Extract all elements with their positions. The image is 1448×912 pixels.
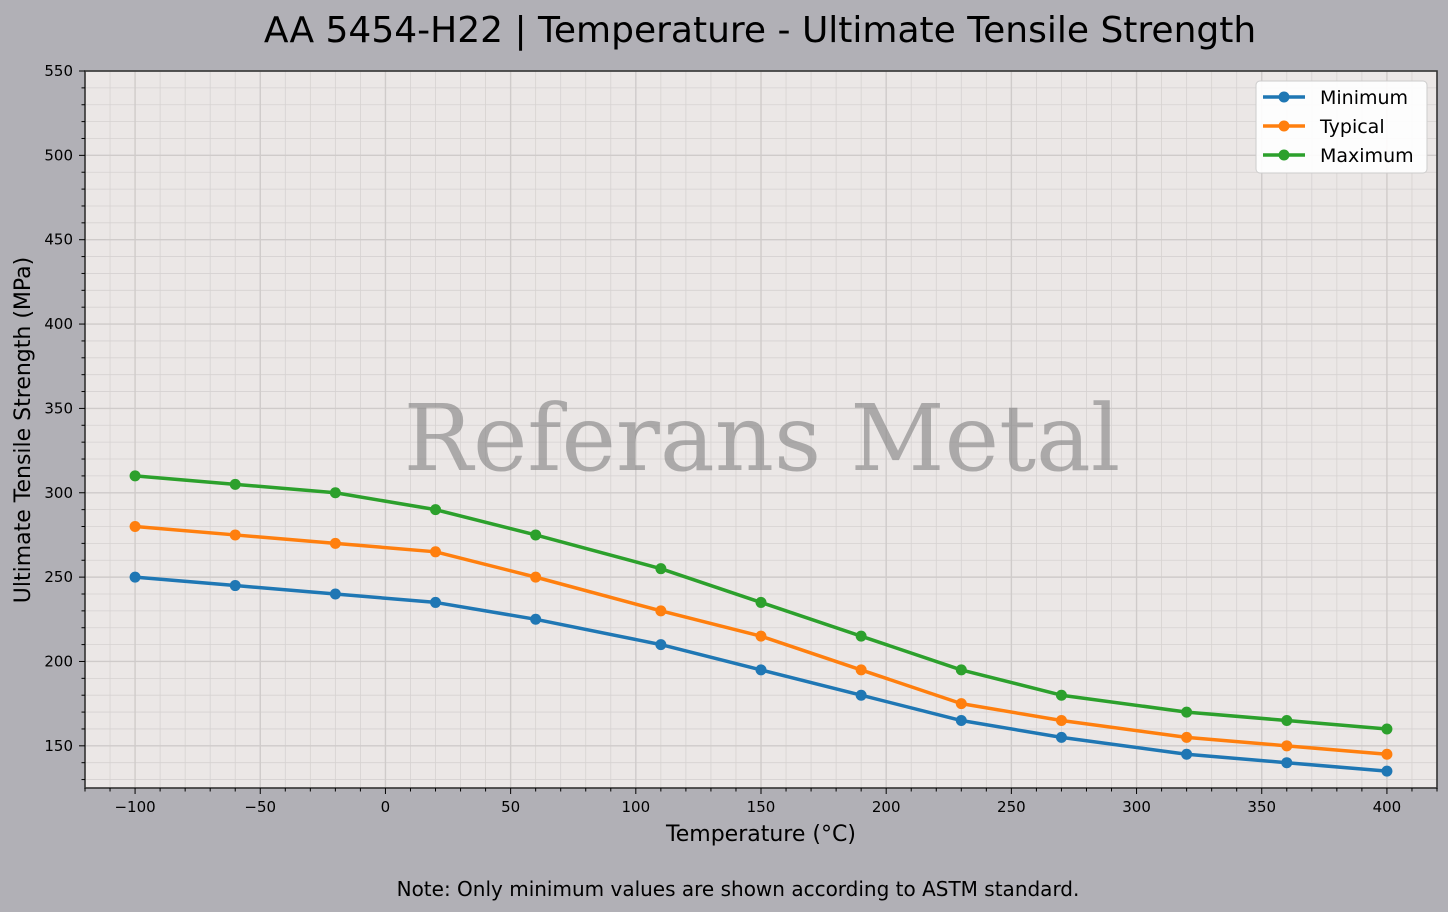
data-point	[1281, 740, 1293, 752]
data-point	[855, 689, 867, 701]
y-tick-label: 250	[44, 568, 73, 586]
series-minimum	[129, 571, 1393, 777]
data-point	[430, 596, 442, 608]
data-point	[129, 521, 141, 533]
data-point	[955, 715, 967, 727]
data-point	[1381, 765, 1393, 777]
x-tick-label: 0	[381, 798, 391, 816]
data-point	[430, 546, 442, 558]
data-point	[1281, 757, 1293, 769]
x-axis-label: Temperature (°C)	[665, 822, 856, 847]
data-point	[755, 630, 767, 642]
footnote: Note: Only minimum values are shown acco…	[397, 877, 1080, 901]
data-point	[655, 605, 667, 617]
x-axis: −100 −50 0 50 100 150 200 250 300 350 400	[84, 788, 1438, 816]
data-point	[1381, 723, 1393, 735]
data-point	[1181, 731, 1193, 743]
data-point	[655, 639, 667, 651]
data-point	[430, 504, 442, 516]
data-point	[855, 664, 867, 676]
x-tick-label: 400	[1373, 798, 1402, 816]
y-tick-label: 550	[44, 62, 73, 80]
watermark: Referans Metal	[404, 385, 1121, 492]
legend: Minimum Typical Maximum	[1255, 80, 1428, 174]
x-tick-label: 50	[501, 798, 520, 816]
data-point	[1281, 715, 1293, 727]
y-tick-label: 450	[44, 231, 73, 249]
x-tick-label: 100	[621, 798, 650, 816]
x-tick-label: 250	[997, 798, 1026, 816]
y-tick-label: 500	[44, 146, 73, 164]
data-point	[1381, 748, 1393, 760]
x-tick-label: −50	[244, 798, 276, 816]
legend-marker-icon	[1278, 120, 1290, 132]
data-point	[1055, 689, 1067, 701]
data-point	[129, 571, 141, 583]
series-maximum	[129, 470, 1393, 735]
data-point	[1055, 715, 1067, 727]
legend-label: Minimum	[1320, 87, 1408, 109]
data-point	[955, 664, 967, 676]
legend-box	[1255, 80, 1428, 174]
legend-item-typical: Typical	[1263, 116, 1385, 138]
data-point	[530, 571, 542, 583]
legend-marker-icon	[1278, 149, 1290, 161]
x-tick-label: 350	[1247, 798, 1276, 816]
data-point	[530, 613, 542, 625]
data-point	[129, 470, 141, 482]
data-point	[755, 596, 767, 608]
data-point	[530, 529, 542, 541]
y-axis-label: Ultimate Tensile Strength (MPa)	[11, 257, 36, 603]
data-point	[329, 537, 341, 549]
y-tick-label: 350	[44, 399, 73, 417]
x-tick-label: 200	[872, 798, 901, 816]
y-tick-label: 400	[44, 315, 73, 333]
data-point	[955, 698, 967, 710]
y-axis: 150 200 250 300 350 400 450 500 550	[44, 62, 85, 781]
series-typical	[129, 521, 1393, 760]
legend-item-minimum: Minimum	[1263, 87, 1408, 109]
data-point	[1181, 748, 1193, 760]
y-tick-label: 200	[44, 652, 73, 670]
y-tick-label: 150	[44, 737, 73, 755]
x-tick-label: 150	[747, 798, 776, 816]
legend-label: Maximum	[1320, 145, 1414, 167]
legend-item-maximum: Maximum	[1263, 145, 1414, 167]
legend-label: Typical	[1319, 116, 1385, 138]
data-point	[755, 664, 767, 676]
chart-title: AA 5454-H22 | Temperature - Ultimate Ten…	[264, 10, 1256, 51]
series-layer	[129, 470, 1393, 777]
x-tick-label: 300	[1122, 798, 1151, 816]
data-point	[1055, 731, 1067, 743]
data-point	[329, 487, 341, 499]
data-point	[229, 580, 241, 592]
y-tick-label: 300	[44, 484, 73, 502]
data-point	[229, 529, 241, 541]
data-point	[329, 588, 341, 600]
legend-marker-icon	[1278, 91, 1290, 103]
data-point	[1181, 706, 1193, 718]
data-point	[855, 630, 867, 642]
data-point	[655, 563, 667, 575]
x-tick-label: −100	[114, 798, 155, 816]
data-point	[229, 478, 241, 490]
